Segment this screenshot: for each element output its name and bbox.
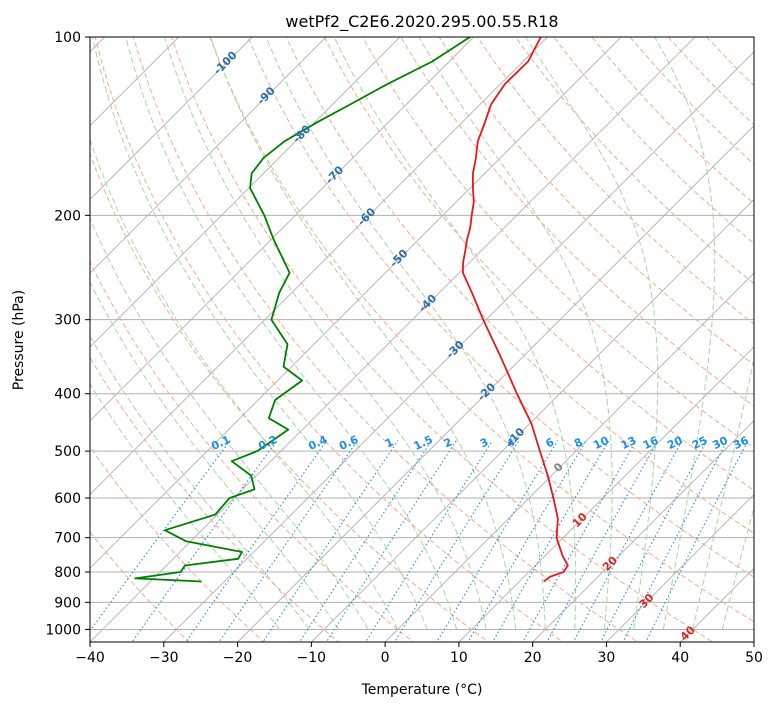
y-axis-label: Pressure (hPa) (11, 290, 27, 390)
x-tick-label: −20 (223, 650, 253, 666)
x-tick-label: −10 (297, 650, 327, 666)
isotherm-line (458, 346, 754, 642)
y-tick-label: 400 (54, 387, 81, 403)
dry-adiabat-line (132, 37, 639, 642)
grid-lines (90, 37, 754, 642)
dry-adiabat-line (514, 37, 754, 285)
plot-area (90, 37, 754, 642)
isotherm-line (310, 198, 754, 642)
x-tick-label: 40 (671, 650, 689, 666)
dry-adiabat-line (94, 37, 564, 642)
chart-title: wetPf2_C2E6.2020.295.00.55.R18 (285, 12, 558, 32)
moist-adiabat-line (90, 137, 399, 630)
isotherm-line (90, 37, 180, 127)
dewpoint-line (134, 37, 471, 583)
plot-frame (89, 36, 755, 643)
y-tick-label: 900 (54, 595, 81, 611)
isotherm-line (90, 37, 401, 348)
dry-adiabat-line (90, 356, 340, 642)
moist-adiabat-line (654, 37, 716, 630)
mixing-ratio-lines (90, 440, 749, 642)
dry-adiabats (90, 37, 754, 642)
isotherm-line (605, 493, 754, 642)
x-tick-label: 20 (524, 650, 542, 666)
y-tick-label: 1000 (45, 622, 81, 638)
dry-adiabat-line (90, 531, 190, 642)
x-tick-label: 50 (745, 650, 763, 666)
y-tick-label: 700 (54, 531, 81, 547)
moist-adiabat-line (90, 383, 280, 630)
mixing-ratio-line (298, 440, 433, 642)
moist-adiabats (90, 37, 754, 630)
x-tick-label: −40 (75, 650, 105, 666)
x-tick-label: 10 (450, 650, 468, 666)
moist-adiabat-line (418, 37, 613, 630)
mixing-ratio-label: 13 (619, 434, 638, 452)
x-axis-label: Temperature (°C) (361, 682, 483, 698)
moist-adiabat-line (333, 37, 577, 630)
mixing-ratio-label: 25 (690, 434, 709, 452)
y-tick-label: 800 (54, 565, 81, 581)
mixing-ratio-label: 36 (731, 434, 751, 452)
isotherm-line (384, 272, 754, 642)
moist-adiabat-line (164, 37, 487, 630)
isotherm-line (90, 37, 253, 200)
mixing-ratio-line (645, 440, 749, 642)
sounding-series (134, 37, 569, 583)
mixing-ratio-line (436, 440, 559, 642)
mixing-ratio-line (622, 440, 728, 642)
dry-adiabat-line (400, 37, 754, 407)
y-tick-label: 100 (54, 30, 81, 46)
temperature-line (462, 37, 569, 583)
y-tick-label: 300 (54, 313, 81, 329)
mixing-ratio-line (467, 440, 587, 642)
isotherm-line (236, 124, 754, 642)
mixing-ratio-line (365, 440, 493, 642)
dry-adiabat-line (90, 260, 415, 642)
y-tick-label: 500 (54, 444, 81, 460)
x-tick-label: 0 (381, 650, 390, 666)
x-axis-ticks: −40 −30 −20 −10 0 10 20 30 40 50 (75, 642, 763, 666)
mixing-ratio-label: 10 (591, 434, 611, 452)
mixing-ratio-line (600, 440, 708, 642)
mixing-ratio-label: 20 (665, 434, 685, 452)
moist-adiabat-line (525, 37, 659, 630)
mixing-ratio-line (522, 440, 637, 642)
dry-adiabat-line (209, 37, 754, 623)
mixing-ratio-line (572, 440, 683, 642)
plot-content (90, 37, 754, 642)
dry-adiabat-line (285, 37, 754, 535)
x-tick-label: −30 (149, 650, 179, 666)
mixing-ratio-line (262, 440, 399, 642)
mixing-ratio-line (492, 440, 610, 642)
x-tick-label: 30 (598, 650, 616, 666)
mixing-ratio-label: 16 (641, 434, 661, 452)
isotherm-line (90, 37, 327, 274)
isotherm-line (90, 37, 622, 569)
isotherm-line (163, 51, 754, 642)
isotherm-line (90, 37, 475, 422)
mixing-ratio-label: 30 (711, 434, 731, 452)
mixing-ratio-line (325, 440, 457, 642)
mixing-ratio-line (131, 440, 278, 642)
moist-adiabat-line (92, 37, 428, 630)
dry-adiabat-line (90, 446, 265, 642)
isotherm-line (90, 37, 549, 496)
y-axis-ticks: 100 200 300 400 500 600 700 800 900 1000 (45, 30, 90, 638)
dry-adiabat-line (171, 37, 714, 642)
y-tick-label: 200 (54, 208, 81, 224)
moist-adiabat-line (90, 217, 369, 630)
dry-adiabat-line (362, 37, 754, 449)
moist-adiabat-line (125, 37, 458, 630)
moist-adiabat-line (265, 37, 546, 630)
isotherm-line (532, 420, 754, 642)
moist-adiabat-line (210, 37, 517, 630)
moist-adiabat-line (692, 356, 754, 630)
mixing-ratio-line (546, 440, 659, 642)
isotherm-line (90, 37, 696, 642)
y-tick-label: 600 (54, 491, 81, 507)
